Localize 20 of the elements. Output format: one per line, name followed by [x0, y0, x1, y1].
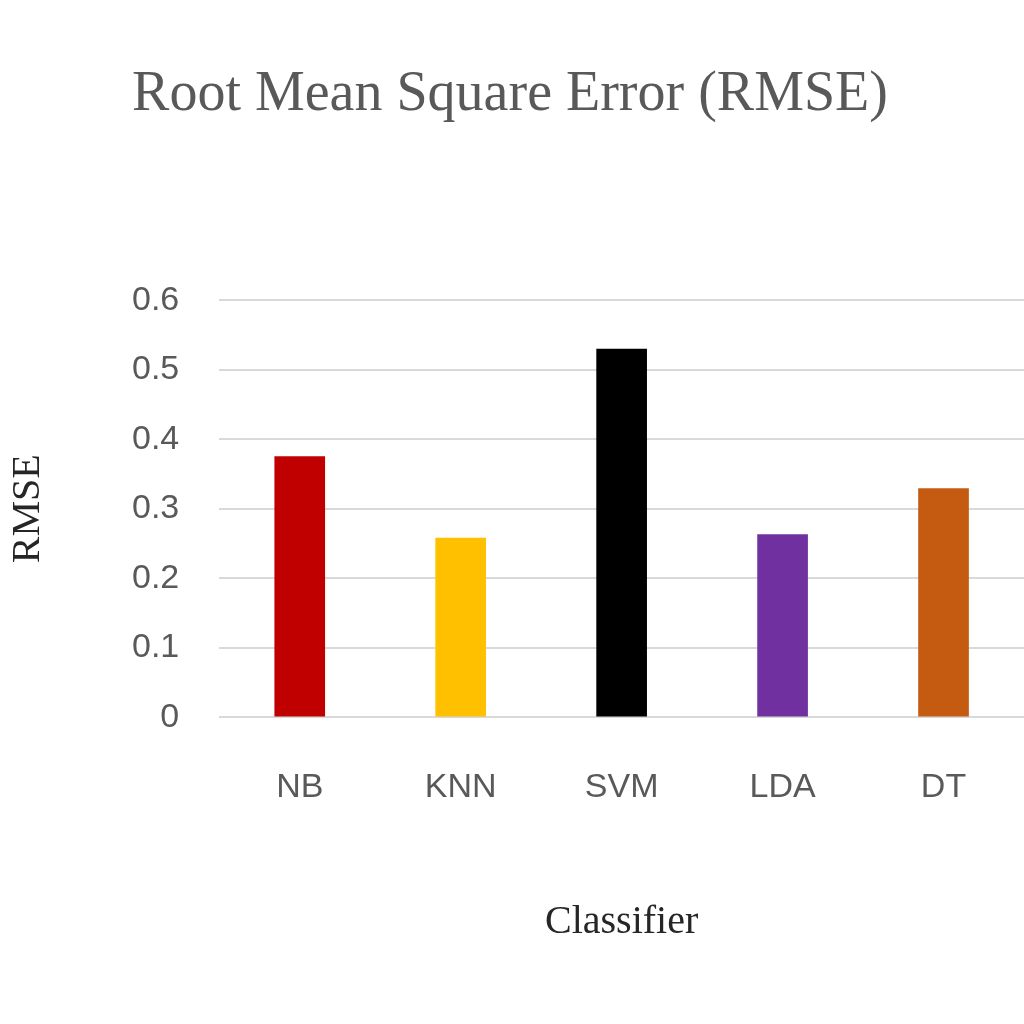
y-tick-label: 0.5: [132, 348, 180, 387]
y-tick-label: 0.1: [132, 626, 180, 665]
y-axis-title: RMSE: [2, 454, 48, 564]
x-tick-label: SVM: [584, 765, 659, 804]
y-tick-label: 0.3: [132, 487, 180, 526]
bar: [757, 534, 808, 717]
y-tick-label: 0.2: [132, 556, 180, 595]
x-axis-title: Classifier: [544, 896, 699, 942]
y-tick-label: 0.6: [132, 278, 180, 317]
bar: [274, 456, 326, 717]
x-tick-label: DT: [920, 765, 967, 804]
bar: [596, 348, 647, 717]
y-tick-label: 0.4: [132, 417, 180, 456]
bar: [435, 537, 487, 717]
x-tick-label: KNN: [424, 765, 497, 804]
chart-title: Root Mean Square Error (RMSE): [131, 59, 889, 124]
x-tick-label: NB: [276, 765, 324, 804]
bar: [918, 488, 969, 717]
y-tick-label: 0: [160, 695, 180, 734]
x-tick-label: LDA: [749, 765, 816, 804]
